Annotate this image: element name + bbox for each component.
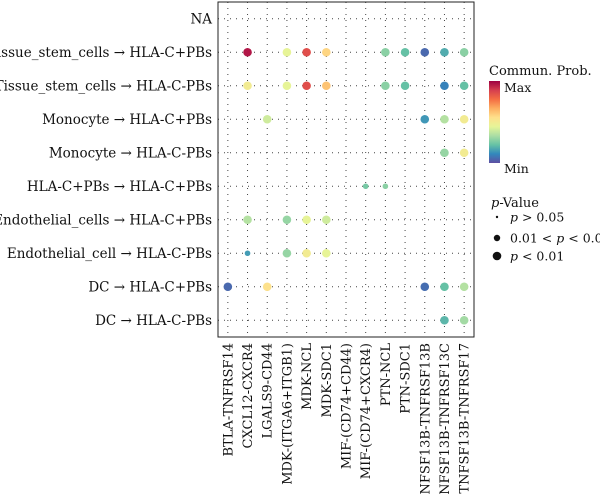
color-legend-min: Min — [504, 161, 529, 176]
y-tick-label: DC → HLA-C-PBs — [95, 313, 212, 329]
data-point — [440, 114, 449, 124]
data-point — [420, 114, 430, 124]
data-point — [243, 215, 252, 225]
x-tick-label: MDK-NCL — [300, 343, 315, 410]
data-point — [381, 47, 390, 57]
data-point — [243, 81, 252, 91]
x-tick-label: MIF-(CD74+CXCR4) — [359, 343, 374, 479]
x-tick-label: BTLA-TNFRSF14 — [221, 343, 236, 457]
data-point — [262, 282, 272, 292]
x-tick-label: PTN-NCL — [379, 343, 394, 407]
size-legend-dot — [492, 251, 502, 261]
data-point — [459, 114, 469, 124]
data-point — [400, 81, 410, 91]
y-tick-label: HLA-C+PBs → HLA-C+PBs — [27, 179, 212, 195]
size-legend-dot — [493, 234, 501, 242]
data-point — [400, 47, 410, 57]
data-point — [322, 81, 331, 91]
x-tick-label: TNFSF13B-TNFRSF13C — [438, 343, 453, 494]
data-point — [262, 114, 272, 124]
color-legend-max: Max — [504, 80, 531, 95]
data-point — [459, 282, 469, 292]
x-axis-labels: BTLA-TNFRSF14 CXCL12-CXCR4 LGALS9-CD44 MDK-… — [221, 343, 472, 494]
data-point — [223, 282, 233, 292]
size-legend-label: p < 0.01 — [510, 249, 564, 264]
data-point — [322, 248, 331, 258]
x-tick-label: TNFSF13B-TNFRSF13B — [418, 343, 433, 494]
size-legend-dot — [495, 215, 499, 219]
data-point — [243, 47, 252, 57]
color-legend: Commun. Prob. Max Min — [489, 64, 592, 176]
y-tick-label: DC → HLA-C+PBs — [88, 279, 212, 295]
data-points — [223, 47, 469, 325]
data-point — [362, 183, 369, 190]
size-legend: p-Value p > 0.05 0.01 < p < 0.05 p < 0.01 — [491, 196, 600, 264]
y-tick-label: Monocyte → HLA-C+PBs — [42, 112, 212, 128]
data-point — [459, 148, 469, 158]
data-point — [302, 248, 311, 258]
y-tick-label: Tissue_stem_cells → HLA-C-PBs — [0, 78, 212, 94]
data-point — [322, 47, 331, 57]
data-point — [440, 47, 449, 57]
y-tick-label: NA — [190, 11, 212, 27]
data-point — [459, 315, 469, 325]
data-point — [282, 215, 292, 225]
x-tick-label: LGALS9-CD44 — [261, 343, 276, 439]
x-tick-label: PTN-SDC1 — [399, 343, 414, 414]
x-tick-label: MDK-(ITGA6+ITGB1) — [280, 343, 295, 485]
data-point — [420, 282, 430, 292]
x-tick-label: TNFSF13B-TNFRSF17 — [458, 343, 473, 494]
data-point — [282, 81, 292, 91]
data-point — [322, 215, 331, 225]
x-tick-label: MDK-SDC1 — [320, 343, 335, 417]
data-point — [440, 81, 449, 91]
size-legend-label: p > 0.05 — [510, 210, 564, 225]
y-axis-labels: NA Tissue_stem_cells → HLA-C+PBs Tissue_st… — [0, 11, 212, 329]
color-legend-title: Commun. Prob. — [489, 64, 592, 79]
panel-border — [217, 1, 475, 338]
data-point — [302, 215, 311, 225]
size-legend-label: 0.01 < p < 0.05 — [510, 231, 600, 246]
data-point — [302, 47, 311, 57]
data-point — [459, 81, 469, 91]
data-point — [302, 81, 311, 91]
data-point — [440, 315, 449, 325]
data-point — [440, 148, 449, 158]
x-tick-label: MIF-(CD74+CD44) — [340, 343, 355, 469]
grid — [218, 2, 474, 337]
y-tick-label: Endothelial_cells → HLA-C+PBs — [0, 212, 212, 228]
data-point — [459, 47, 469, 57]
size-legend-title: p-Value — [491, 196, 539, 211]
data-point — [420, 47, 430, 57]
data-point — [282, 248, 292, 258]
x-tick-label: CXCL12-CXCR4 — [241, 343, 256, 448]
data-point — [244, 250, 251, 257]
y-tick-label: Endothelial_cell → HLA-C-PBs — [7, 246, 212, 262]
y-tick-label: Tissue_stem_cells → HLA-C+PBs — [0, 45, 212, 61]
data-point — [440, 282, 449, 292]
data-point — [382, 183, 389, 190]
color-legend-bar — [489, 81, 500, 163]
data-point — [282, 47, 292, 57]
y-tick-label: Monocyte → HLA-C-PBs — [49, 145, 212, 161]
data-point — [381, 81, 390, 91]
